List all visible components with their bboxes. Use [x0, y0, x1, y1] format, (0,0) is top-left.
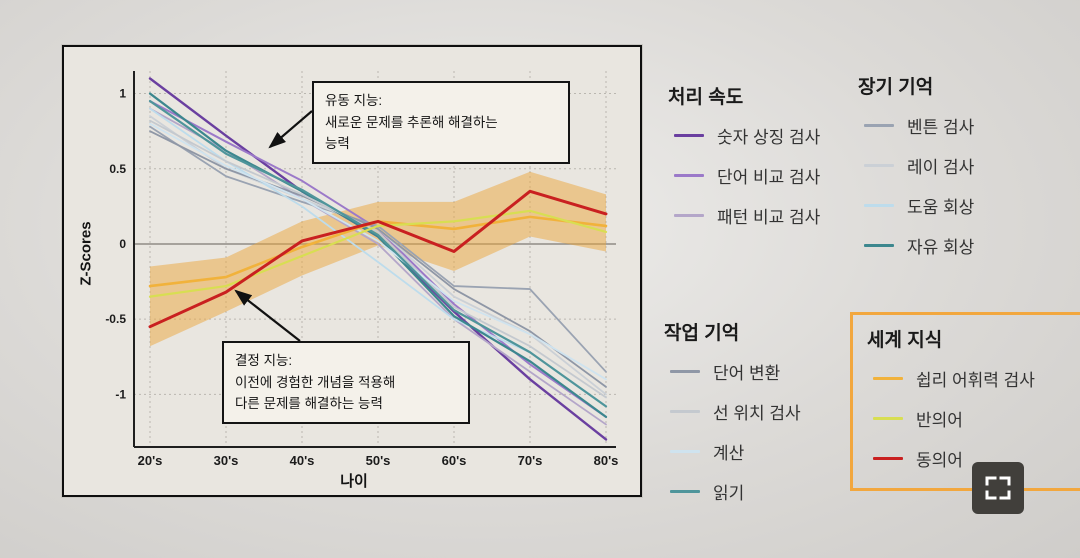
y-tick-label: -0.5	[105, 312, 126, 326]
chart-panel: 20's 30's 40's 50's 60's 70's 80's 1 0.5 0 -0.5 -1 …	[62, 45, 642, 497]
legend-swatch	[674, 134, 704, 137]
x-tick-label: 20's	[138, 453, 163, 468]
y-tick-label: 0.5	[109, 162, 126, 176]
legend-label: 단어 비교 검사	[717, 168, 821, 187]
legend-item: 패턴 비교 검사	[674, 203, 820, 228]
legend-swatch	[873, 457, 903, 460]
annotation-line: 다른 문제를 해결하는 능력	[235, 396, 383, 412]
legend-item: 숫자 상징 검사	[674, 123, 820, 148]
legend-swatch	[674, 214, 704, 217]
legend-item: 동의어	[873, 446, 1075, 471]
legend-label: 쉽리 어휘력 검사	[916, 371, 1035, 390]
legend-item: 읽기	[670, 479, 801, 504]
legend-label: 패턴 비교 검사	[717, 208, 821, 227]
legend-swatch	[864, 244, 894, 247]
x-tick-label: 30's	[214, 453, 239, 468]
annotation-line: 능력	[325, 136, 350, 152]
legend-label: 읽기	[713, 484, 745, 503]
y-tick-label: -1	[115, 387, 126, 401]
series-line	[148, 99, 608, 408]
legend-label: 반의어	[916, 411, 963, 430]
legend-label: 계산	[713, 444, 745, 463]
legend-item: 쉽리 어휘력 검사	[873, 366, 1075, 391]
legend-swatch	[670, 370, 700, 373]
legend-label: 단어 변환	[713, 364, 781, 383]
annotation-line: 유동 지능:	[325, 93, 383, 108]
legend-label: 숫자 상징 검사	[717, 128, 821, 147]
annotation-arrows	[234, 110, 313, 342]
legend-item: 단어 비교 검사	[674, 163, 820, 188]
fluid-arrow	[268, 110, 313, 149]
legend-item: 단어 변환	[670, 359, 801, 384]
legend-swatch	[670, 410, 700, 413]
legend-label: 자유 회상	[907, 238, 975, 257]
series-line	[149, 122, 607, 381]
legend-group-title: 처리 속도	[668, 87, 744, 108]
legend-group-title: 작업 기억	[664, 323, 740, 344]
series-line	[148, 189, 608, 329]
legend-swatch	[873, 377, 903, 380]
crystallized-arrow	[234, 289, 301, 342]
x-tick-label: 50's	[366, 453, 391, 468]
x-tick-label: 40's	[290, 453, 315, 468]
series-line	[149, 130, 607, 388]
annotation-line: 결정 지능:	[235, 353, 293, 368]
legend-group-title: 세계 지식	[867, 330, 943, 351]
fluid-intelligence-annotation: 유동 지능: 새로운 문제를 추론해 해결하는 능력	[312, 81, 570, 164]
series-line	[149, 119, 607, 399]
legend-label: 레이 검사	[907, 158, 975, 177]
fullscreen-button[interactable]	[972, 462, 1024, 514]
legend-swatch	[864, 164, 894, 167]
legend-label: 동의어	[916, 451, 963, 470]
legend-item: 자유 회상	[864, 233, 974, 258]
legend-swatch	[864, 124, 894, 127]
legend-label: 도움 회상	[907, 198, 975, 217]
legend-label: 벤튼 검사	[907, 118, 975, 137]
x-axis-label: 나이	[340, 473, 368, 490]
annotation-line: 이전에 경험한 개념을 적용해	[235, 374, 396, 390]
y-tick-label: 1	[119, 87, 126, 101]
legend-item: 계산	[670, 439, 801, 464]
legend-swatch	[670, 450, 700, 453]
annotation-line: 새로운 문제를 추론해 해결하는	[325, 114, 498, 130]
x-tick-label: 80's	[594, 453, 619, 468]
legend-item: 도움 회상	[864, 193, 974, 218]
legend-swatch	[864, 204, 894, 207]
x-tick-label: 60's	[442, 453, 467, 468]
legend-group-title: 장기 기억	[858, 77, 934, 98]
fullscreen-icon	[985, 476, 1011, 500]
legend-item: 레이 검사	[864, 153, 974, 178]
legend-item: 벤튼 검사	[864, 113, 974, 138]
legend-swatch	[670, 490, 700, 493]
y-tick-label: 0	[119, 237, 126, 251]
crystallized-intelligence-annotation: 결정 지능: 이전에 경험한 개념을 적용해 다른 문제를 해결하는 능력	[222, 341, 470, 424]
x-tick-label: 70's	[518, 453, 543, 468]
legend-label: 선 위치 검사	[713, 404, 801, 423]
legend-item: 반의어	[873, 406, 1075, 431]
legend-swatch	[873, 417, 903, 420]
legend-swatch	[674, 174, 704, 177]
legend-item: 선 위치 검사	[670, 399, 801, 424]
series-line	[148, 209, 608, 298]
